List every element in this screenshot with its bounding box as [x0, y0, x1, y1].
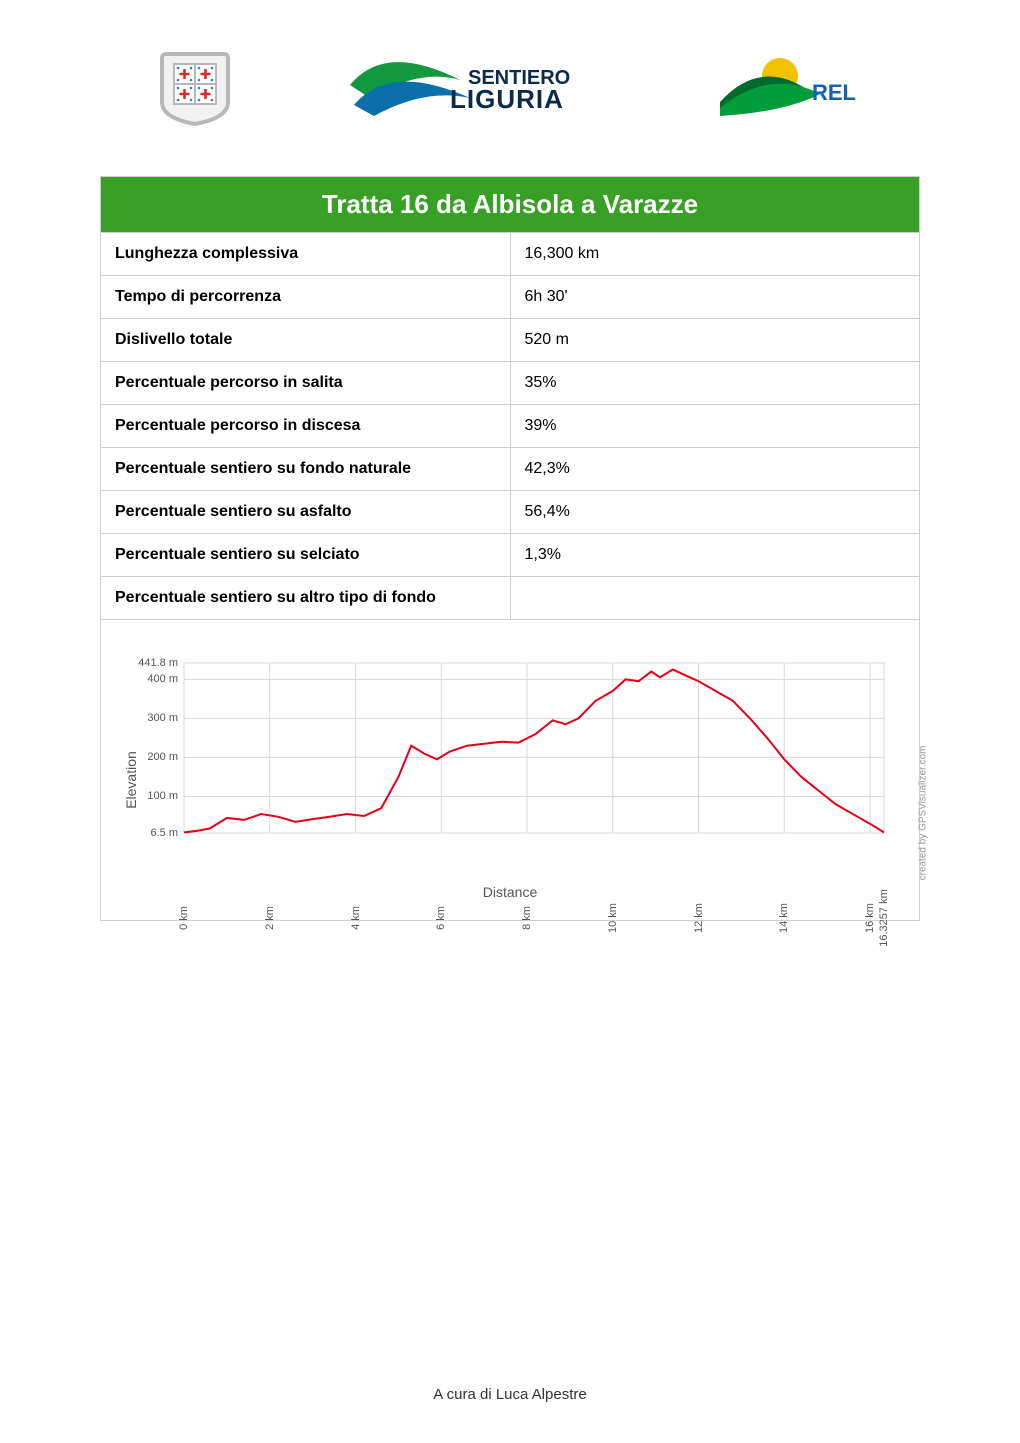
y-tick-label: 100 m	[132, 790, 178, 802]
row-label: Lunghezza complessiva	[101, 233, 511, 276]
chart-credit: created by GPSVisualizer.com	[918, 746, 929, 881]
row-value: 42,3%	[510, 448, 920, 491]
x-tick-label: 8 km	[521, 906, 533, 930]
row-value: 520 m	[510, 319, 920, 362]
row-label: Percentuale sentiero su selciato	[101, 534, 511, 577]
table-row: Percentuale sentiero su selciato1,3%	[101, 534, 920, 577]
y-tick-label: 400 m	[132, 673, 178, 685]
x-tick-label: 4 km	[350, 906, 362, 930]
table-title: Tratta 16 da Albisola a Varazze	[101, 177, 920, 233]
table-row: Tempo di percorrenza6h 30'	[101, 276, 920, 319]
table-row: Lunghezza complessiva16,300 km	[101, 233, 920, 276]
table-row: Percentuale sentiero su asfalto56,4%	[101, 491, 920, 534]
y-tick-label: 6.5 m	[132, 827, 178, 839]
x-tick-label: 14 km	[778, 903, 790, 933]
row-label: Percentuale sentiero su asfalto	[101, 491, 511, 534]
x-tick-label: 6 km	[435, 906, 447, 930]
row-value: 39%	[510, 405, 920, 448]
elevation-chart-container: Elevation 6.5 m100 m200 m300 m400 m441.8…	[100, 620, 920, 921]
row-value	[510, 577, 920, 620]
row-label: Dislivello totale	[101, 319, 511, 362]
table-row: Percentuale percorso in salita35%	[101, 362, 920, 405]
page-footer: A cura di Luca Alpestre	[0, 1386, 1020, 1403]
table-row: Dislivello totale520 m	[101, 319, 920, 362]
info-table: Tratta 16 da Albisola a Varazze Lunghezz…	[100, 176, 920, 620]
row-label: Percentuale sentiero su altro tipo di fo…	[101, 577, 511, 620]
x-tick-label: 16 km	[864, 903, 876, 933]
y-tick-label: 441.8 m	[132, 657, 178, 669]
x-tick-label: 12 km	[693, 903, 705, 933]
table-row: Percentuale percorso in discesa39%	[101, 405, 920, 448]
x-tick-label: 2 km	[264, 906, 276, 930]
row-value: 6h 30'	[510, 276, 920, 319]
chart-x-label: Distance	[130, 884, 890, 900]
logo-cross-shield	[160, 50, 230, 126]
table-row: Percentuale sentiero su fondo naturale42…	[101, 448, 920, 491]
row-label: Percentuale percorso in discesa	[101, 405, 511, 448]
row-value: 16,300 km	[510, 233, 920, 276]
row-label: Tempo di percorrenza	[101, 276, 511, 319]
elevation-line-plot	[130, 660, 890, 836]
row-label: Percentuale sentiero su fondo naturale	[101, 448, 511, 491]
row-value: 56,4%	[510, 491, 920, 534]
elevation-chart: Elevation 6.5 m100 m200 m300 m400 m441.8…	[130, 660, 890, 900]
y-tick-label: 200 m	[132, 751, 178, 763]
x-tick-label: 0 km	[178, 906, 190, 930]
logo-row: SENTIERO LIGURIA REL	[0, 0, 1020, 156]
rel-label: REL	[812, 80, 856, 105]
logo-rel: REL	[720, 50, 860, 126]
logo-sentiero-liguria: SENTIERO LIGURIA	[350, 50, 600, 126]
x-tick-label: 10 km	[607, 903, 619, 933]
sentiero-text-bottom: LIGURIA	[450, 84, 564, 114]
table-row: Percentuale sentiero su altro tipo di fo…	[101, 577, 920, 620]
y-tick-label: 300 m	[132, 712, 178, 724]
row-value: 1,3%	[510, 534, 920, 577]
x-tick-label: 16.3257 km	[878, 889, 890, 946]
row-value: 35%	[510, 362, 920, 405]
row-label: Percentuale percorso in salita	[101, 362, 511, 405]
